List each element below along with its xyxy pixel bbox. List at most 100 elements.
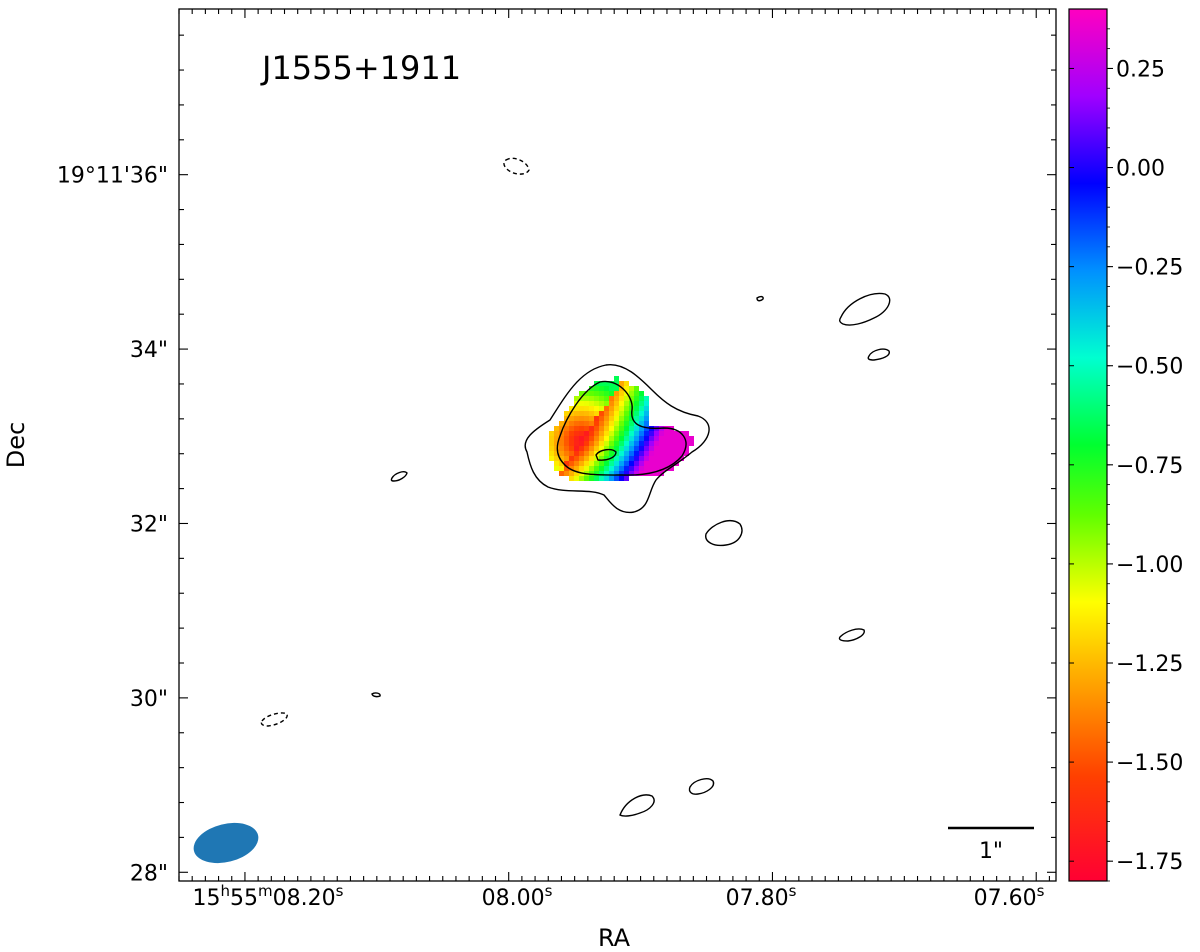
colorbar-ticks: 0.25 0.00 −0.25 −0.50 −0.75 −1.00 −1.25 −1.50 −1… [1069, 28, 1183, 882]
heatmap-pixel [624, 411, 629, 416]
heatmap-pixel [639, 411, 644, 416]
heatmap-pixel [584, 396, 589, 401]
heatmap-pixel [554, 441, 559, 446]
heatmap-pixel [644, 431, 649, 436]
heatmap-pixel [599, 406, 604, 411]
heatmap-pixel [614, 431, 619, 436]
contour [705, 520, 743, 547]
heatmap-pixel [599, 401, 604, 406]
heatmap-pixel [639, 461, 644, 466]
heatmap-pixel [604, 466, 609, 471]
heatmap-pixel [639, 406, 644, 411]
heatmap-pixel [664, 456, 669, 461]
heatmap-pixel [609, 451, 614, 456]
heatmap-pixel [599, 451, 604, 456]
heatmap-pixel [579, 411, 584, 416]
heatmap-pixel [629, 456, 634, 461]
heatmap-pixel [614, 421, 619, 426]
heatmap-pixel [554, 431, 559, 436]
heatmap-pixel [559, 436, 564, 441]
heatmap-pixel [579, 441, 584, 446]
heatmap-pixel [559, 421, 564, 426]
heatmap-pixel [604, 436, 609, 441]
heatmap-pixel [589, 431, 594, 436]
heatmap-pixel [584, 441, 589, 446]
contour [756, 295, 764, 302]
heatmap-pixel [644, 436, 649, 441]
heatmap-pixel [569, 461, 574, 466]
heatmap-pixel [679, 456, 684, 461]
heatmap-pixel [599, 446, 604, 451]
heatmap-pixel [669, 441, 674, 446]
contour [371, 692, 381, 698]
heatmap-pixel [609, 431, 614, 436]
heatmap-pixel [584, 421, 589, 426]
heatmap-pixel [579, 431, 584, 436]
heatmap-pixel [659, 446, 664, 451]
heatmap-pixel [639, 436, 644, 441]
heatmap-pixel [614, 461, 619, 466]
heatmap-pixel [629, 461, 634, 466]
heatmap-pixel [599, 456, 604, 461]
heatmap-pixel [634, 406, 639, 411]
heatmap-pixel [569, 416, 574, 421]
heatmap-pixel [614, 446, 619, 451]
heatmap-pixel [599, 461, 604, 466]
heatmap-pixel [659, 441, 664, 446]
heatmap-pixel [614, 416, 619, 421]
heatmap-pixel [644, 416, 649, 421]
colorbar-tick-label: −1.25 [1116, 652, 1183, 677]
heatmap-pixel [599, 431, 604, 436]
heatmap-pixel [594, 431, 599, 436]
heatmap-pixel [629, 396, 634, 401]
heatmap-pixel [654, 441, 659, 446]
heatmap-pixel [654, 431, 659, 436]
heatmap-pixel [644, 456, 649, 461]
heatmap-pixel [584, 461, 589, 466]
colorbar-tick-label: 0.00 [1116, 157, 1165, 182]
heatmap-pixel [569, 446, 574, 451]
heatmap-pixel [579, 391, 584, 396]
heatmap-pixel [624, 471, 629, 476]
heatmap-pixel [614, 466, 619, 471]
axis-ticks [178, 9, 1056, 881]
heatmap-pixel [619, 441, 624, 446]
heatmap-pixel [624, 416, 629, 421]
heatmap-pixel [594, 406, 599, 411]
heatmap-pixel [614, 426, 619, 431]
heatmap-pixel [589, 436, 594, 441]
heatmap-pixel [574, 411, 579, 416]
heatmap-pixel [684, 436, 689, 441]
heatmap-pixel [629, 426, 634, 431]
heatmap-pixel [624, 476, 629, 481]
heatmap-pixel [644, 446, 649, 451]
heatmap-pixel [584, 436, 589, 441]
heatmap-pixel [664, 436, 669, 441]
heatmap-pixel [579, 446, 584, 451]
heatmap-pixel [589, 416, 594, 421]
heatmap-pixel [569, 436, 574, 441]
heatmap-pixel [614, 456, 619, 461]
heatmap-pixel [594, 416, 599, 421]
heatmap-pixel [569, 441, 574, 446]
contour [556, 380, 687, 476]
heatmap-pixel [609, 396, 614, 401]
heatmap-pixel [564, 421, 569, 426]
heatmap-pixel [639, 416, 644, 421]
colorbar-tick-label: −0.75 [1116, 454, 1183, 479]
heatmap-pixel [654, 471, 659, 476]
heatmap-pixel [634, 436, 639, 441]
heatmap-pixel [644, 411, 649, 416]
heatmap-pixel [589, 396, 594, 401]
heatmap-pixel [594, 426, 599, 431]
heatmap-pixel [604, 476, 609, 481]
heatmap-pixel [599, 471, 604, 476]
heatmap-pixel [624, 426, 629, 431]
heatmap-pixel [639, 426, 644, 431]
heatmap-pixel [569, 476, 574, 481]
heatmap-pixel [559, 441, 564, 446]
heatmap-pixel [579, 401, 584, 406]
heatmap-pixel [609, 406, 614, 411]
heatmap-pixel [614, 471, 619, 476]
